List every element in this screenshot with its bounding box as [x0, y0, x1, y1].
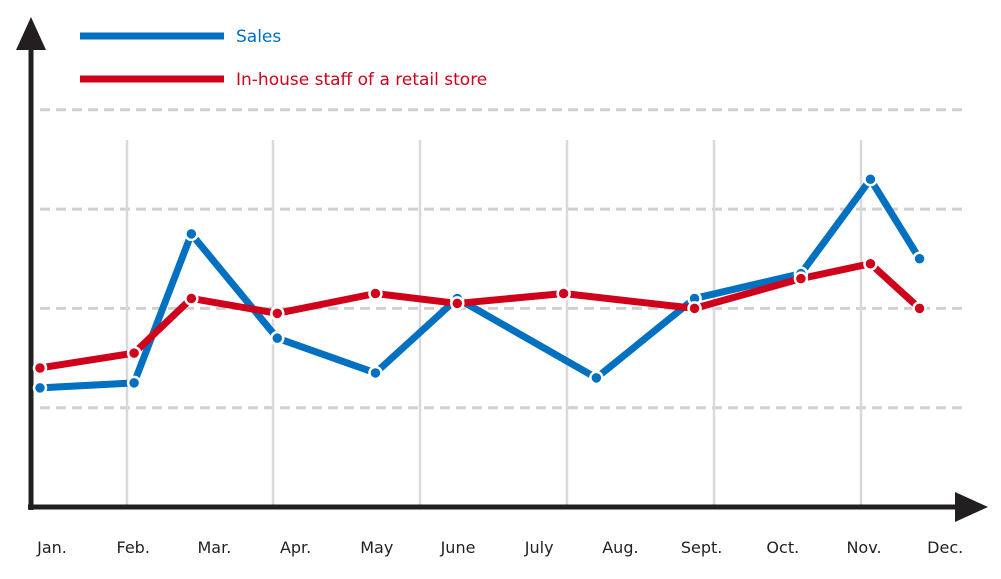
vertical-gridlines [125, 140, 863, 507]
x-tick-label: July [524, 538, 554, 557]
series-1-point-8 [793, 271, 809, 286]
series-1-point-5 [450, 296, 465, 311]
horizontal-gridlines [40, 108, 962, 410]
series-1-point-10 [912, 301, 927, 316]
x-tick-label: Aug. [602, 538, 638, 557]
series-0-point-6 [589, 370, 604, 386]
series-0-point-4 [368, 365, 383, 381]
series-0-point-3 [270, 330, 285, 346]
x-tick-label: June [440, 538, 476, 557]
x-tick-label: Jan. [36, 538, 67, 557]
series-0-point-0 [32, 380, 48, 396]
series-1-point-4 [368, 286, 383, 301]
series-layer [32, 172, 927, 396]
legend-label-1: In-house staff of a retail store [236, 70, 487, 90]
series-1-point-1 [126, 345, 142, 361]
series-1-point-3 [270, 306, 285, 321]
series-0-point-2 [184, 226, 199, 242]
series-0-point-1 [126, 375, 142, 391]
x-tick-label: Sept. [681, 538, 723, 557]
x-tick-label: May [360, 538, 393, 557]
x-tick-label: Apr. [280, 538, 311, 557]
series-0-point-10 [912, 251, 927, 266]
x-tick-label: Mar. [197, 538, 231, 557]
x-tick-label: Nov. [846, 538, 881, 557]
series-1-point-6 [556, 286, 571, 301]
series-1-point-9 [863, 256, 878, 271]
legend-label-0: Sales [236, 27, 281, 47]
series-1-point-0 [32, 360, 48, 376]
x-tick-label: Oct. [766, 538, 799, 557]
axes [16, 17, 988, 522]
x-tick-label: Dec. [927, 538, 963, 557]
y-axis-arrow [16, 17, 46, 50]
x-tick-label: Feb. [116, 538, 149, 557]
x-axis-arrow [955, 492, 988, 522]
legend: Sales In-house staff of a retail store [80, 27, 487, 90]
series-1-point-7 [687, 301, 702, 316]
series-1-point-2 [184, 291, 199, 306]
series-0-point-9 [863, 172, 878, 187]
x-tick-labels: Jan. Feb. Mar. Apr. May June July Aug. Sept. Oct.… [36, 538, 963, 557]
